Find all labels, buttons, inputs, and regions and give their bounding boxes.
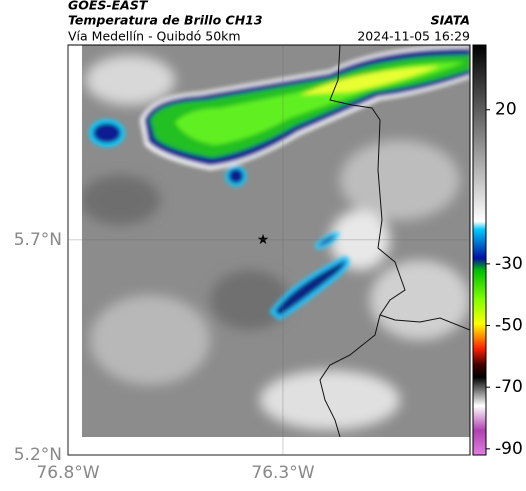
colorbar-tick-label: -90	[495, 439, 523, 459]
datetime: 2024-11-05 16:29	[357, 29, 470, 44]
subtitle: Vía Medellín - Quibdó 50km	[68, 29, 241, 44]
satellite: GOES-EAST	[68, 0, 149, 13]
colorbar-tick-label: -50	[495, 316, 523, 336]
colorbar	[472, 44, 487, 456]
lat-tick-label: 5.2°N	[14, 445, 62, 465]
colorbar-tick-label: 20	[495, 100, 517, 120]
lon-tick-label: 76.8°W	[36, 463, 99, 483]
colorbar-tick-label: -30	[495, 254, 523, 274]
colorbar-tick-label: -70	[495, 377, 523, 397]
imagery	[82, 45, 470, 437]
lon-tick-label: 76.3°W	[251, 463, 314, 483]
lat-tick-label: 5.7°N	[14, 230, 62, 250]
title: Temperatura de Brillo CH13	[68, 13, 263, 28]
source: SIATA	[431, 13, 470, 28]
